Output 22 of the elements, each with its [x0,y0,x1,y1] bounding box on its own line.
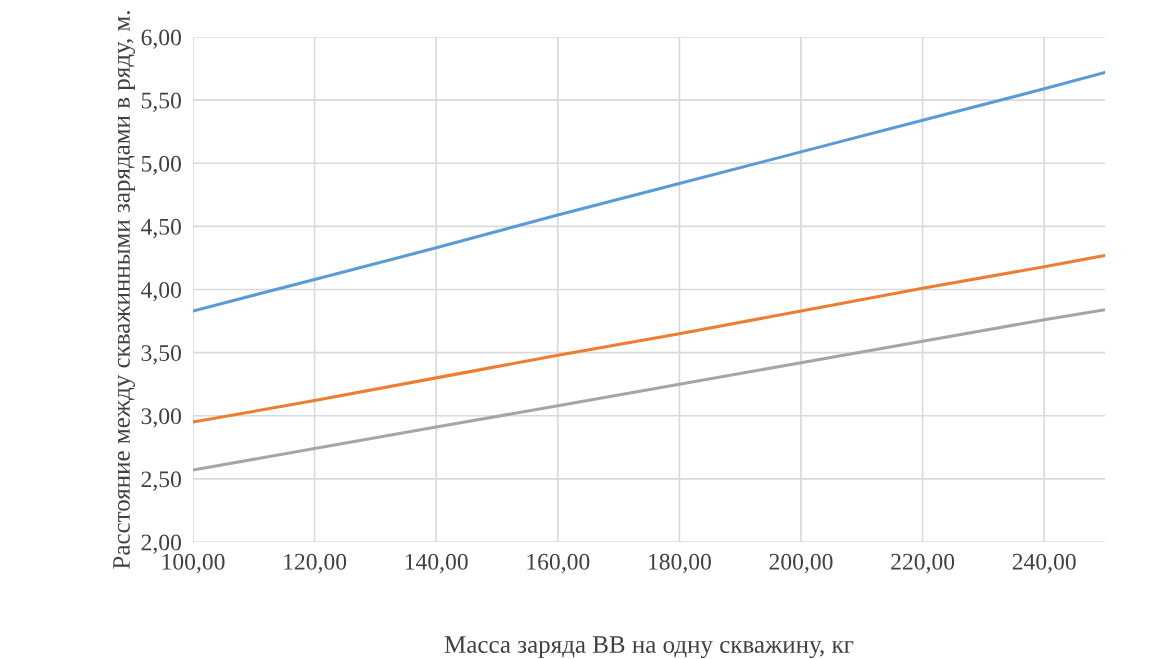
x-tick-label: 180,00 [649,553,711,574]
y-axis-title: Расстояние между скважинными зарядами в ряду, м. [113,11,136,569]
line-series [193,253,1105,424]
line-series [193,70,1105,313]
line-series [193,308,1105,472]
x-tick-label: 140,00 [405,553,468,574]
x-tick-label: 200,00 [769,553,833,574]
y-tick-label: 4,50 [141,218,181,239]
x-tick-label: 120,00 [284,553,347,574]
x-tick-label: 100,00 [162,553,225,574]
y-tick-label: 5,50 [141,92,181,112]
y-tick-label: 2,50 [141,471,181,491]
y-tick-label: 3,00 [141,408,181,428]
y-tick-label: 6,00 [141,29,181,49]
x-tick-label: 240,00 [1012,553,1076,574]
y-tick-label: 5,00 [141,155,181,176]
x-axis-title: Масса заряда ВВ на одну скважину, кг [444,636,854,659]
y-tick-label: 4,00 [141,281,181,302]
x-tick-label: 160,00 [527,553,590,574]
y-tick-label: 3,50 [141,345,181,365]
x-tick-label: 220,00 [891,553,955,574]
y-tick-label: 2,00 [141,534,181,554]
